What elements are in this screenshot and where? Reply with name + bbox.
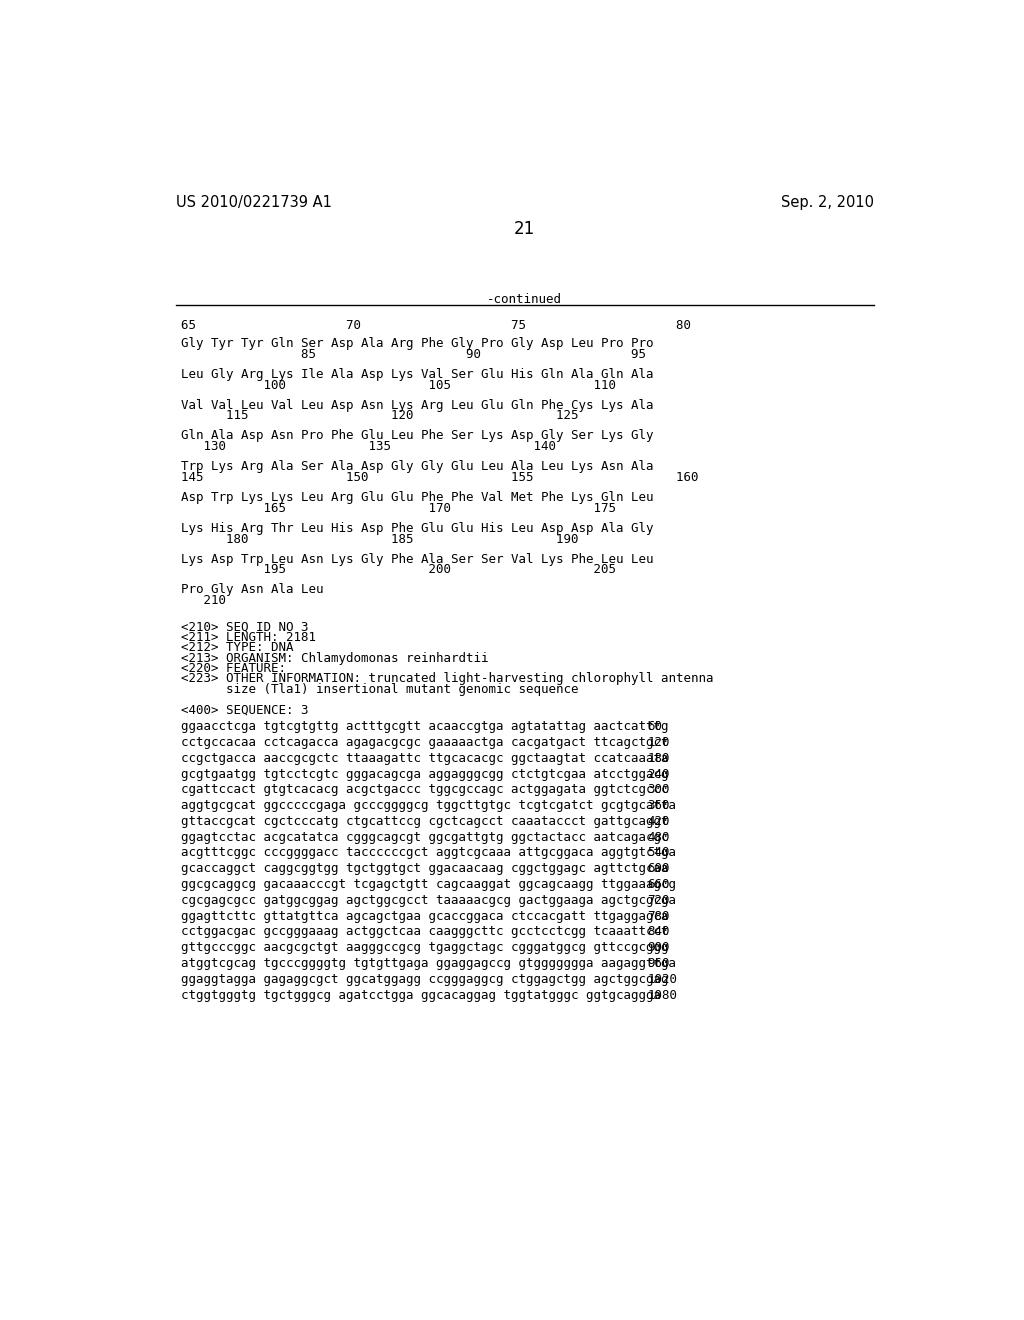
Text: 180                   185                   190: 180 185 190 (180, 533, 579, 545)
Text: 600: 600 (647, 862, 670, 875)
Text: ggcgcaggcg gacaaacccgt tcgagctgtt cagcaaggat ggcagcaagg ttggaaagcg: ggcgcaggcg gacaaacccgt tcgagctgtt cagcaa… (180, 878, 676, 891)
Text: cgcgagcgcc gatggcggag agctggcgcct taaaaacgcg gactggaaga agctgcgcga: cgcgagcgcc gatggcggag agctggcgcct taaaaa… (180, 894, 676, 907)
Text: 85                    90                    95: 85 90 95 (180, 348, 646, 360)
Text: gcgtgaatgg tgtcctcgtc gggacagcga aggagggcgg ctctgtcgaa atcctggacg: gcgtgaatgg tgtcctcgtc gggacagcga aggaggg… (180, 767, 669, 780)
Text: Gln Ala Asp Asn Pro Phe Glu Leu Phe Ser Lys Asp Gly Ser Lys Gly: Gln Ala Asp Asn Pro Phe Glu Leu Phe Ser … (180, 429, 653, 442)
Text: 180: 180 (647, 752, 670, 764)
Text: 540: 540 (647, 846, 670, 859)
Text: 100                   105                   110: 100 105 110 (180, 379, 615, 392)
Text: cctggacgac gccgggaaag actggctcaa caagggcttc gcctcctcgg tcaaattcct: cctggacgac gccgggaaag actggctcaa caagggc… (180, 925, 669, 939)
Text: 195                   200                   205: 195 200 205 (180, 564, 615, 577)
Text: Sep. 2, 2010: Sep. 2, 2010 (780, 195, 873, 210)
Text: Lys Asp Trp Leu Asn Lys Gly Phe Ala Ser Ser Val Lys Phe Leu Leu: Lys Asp Trp Leu Asn Lys Gly Phe Ala Ser … (180, 553, 653, 566)
Text: ggagttcttc gttatgttca agcagctgaa gcaccggaca ctccacgatt ttgaggagca: ggagttcttc gttatgttca agcagctgaa gcaccgg… (180, 909, 669, 923)
Text: 360: 360 (647, 799, 670, 812)
Text: <213> ORGANISM: Chlamydomonas reinhardtii: <213> ORGANISM: Chlamydomonas reinhardti… (180, 652, 488, 664)
Text: 115                   120                   125: 115 120 125 (180, 409, 579, 422)
Text: atggtcgcag tgcccggggtg tgtgttgaga ggaggagccg gtggggggga aagaggttga: atggtcgcag tgcccggggtg tgtgttgaga ggagga… (180, 957, 676, 970)
Text: 60: 60 (647, 721, 663, 733)
Text: Trp Lys Arg Ala Ser Ala Asp Gly Gly Glu Leu Ala Leu Lys Asn Ala: Trp Lys Arg Ala Ser Ala Asp Gly Gly Glu … (180, 461, 653, 474)
Text: 960: 960 (647, 957, 670, 970)
Text: ggaggtagga gagaggcgct ggcatggagg ccgggaggcg ctggagctgg agctggcgag: ggaggtagga gagaggcgct ggcatggagg ccgggag… (180, 973, 669, 986)
Text: -continued: -continued (487, 293, 562, 306)
Text: 240: 240 (647, 767, 670, 780)
Text: 780: 780 (647, 909, 670, 923)
Text: 480: 480 (647, 830, 670, 843)
Text: Leu Gly Arg Lys Ile Ala Asp Lys Val Ser Glu His Gln Ala Gln Ala: Leu Gly Arg Lys Ile Ala Asp Lys Val Ser … (180, 368, 653, 381)
Text: Pro Gly Asn Ala Leu: Pro Gly Asn Ala Leu (180, 583, 324, 597)
Text: 145                   150                   155                   160: 145 150 155 160 (180, 471, 698, 484)
Text: 420: 420 (647, 814, 670, 828)
Text: Lys His Arg Thr Leu His Asp Phe Glu Glu His Leu Asp Asp Ala Gly: Lys His Arg Thr Leu His Asp Phe Glu Glu … (180, 521, 653, 535)
Text: Asp Trp Lys Lys Leu Arg Glu Glu Phe Phe Val Met Phe Lys Gln Leu: Asp Trp Lys Lys Leu Arg Glu Glu Phe Phe … (180, 491, 653, 504)
Text: ctggtgggtg tgctgggcg agatcctgga ggcacaggag tggtatgggc ggtgcaggga: ctggtgggtg tgctgggcg agatcctgga ggcacagg… (180, 989, 660, 1002)
Text: gttgcccggc aacgcgctgt aagggccgcg tgaggctagc cgggatggcg gttccgcggg: gttgcccggc aacgcgctgt aagggccgcg tgaggct… (180, 941, 669, 954)
Text: <220> FEATURE:: <220> FEATURE: (180, 663, 286, 675)
Text: ccgctgacca aaccgcgctc ttaaagattc ttgcacacgc ggctaagtat ccatcaaata: ccgctgacca aaccgcgctc ttaaagattc ttgcaca… (180, 752, 669, 764)
Text: Val Val Leu Val Leu Asp Asn Lys Arg Leu Glu Gln Phe Cys Lys Ala: Val Val Leu Val Leu Asp Asn Lys Arg Leu … (180, 399, 653, 412)
Text: 300: 300 (647, 783, 670, 796)
Text: ggagtcctac acgcatatca cgggcagcgt ggcgattgtg ggctactacc aatcagacgc: ggagtcctac acgcatatca cgggcagcgt ggcgatt… (180, 830, 669, 843)
Text: gttaccgcat cgctcccatg ctgcattccg cgctcagcct caaataccct gattgcaggt: gttaccgcat cgctcccatg ctgcattccg cgctcag… (180, 814, 669, 828)
Text: 900: 900 (647, 941, 670, 954)
Text: cctgccacaa cctcagacca agagacgcgc gaaaaactga cacgatgact ttcagctgct: cctgccacaa cctcagacca agagacgcgc gaaaaac… (180, 737, 669, 748)
Text: <211> LENGTH: 2181: <211> LENGTH: 2181 (180, 631, 315, 644)
Text: 720: 720 (647, 894, 670, 907)
Text: 840: 840 (647, 925, 670, 939)
Text: 21: 21 (514, 220, 536, 238)
Text: 1020: 1020 (647, 973, 677, 986)
Text: gcaccaggct caggcggtgg tgctggtgct ggacaacaag cggctggagc agttctgcaa: gcaccaggct caggcggtgg tgctggtgct ggacaac… (180, 862, 669, 875)
Text: 660: 660 (647, 878, 670, 891)
Text: Gly Tyr Tyr Gln Ser Asp Ala Arg Phe Gly Pro Gly Asp Leu Pro Pro: Gly Tyr Tyr Gln Ser Asp Ala Arg Phe Gly … (180, 337, 653, 350)
Text: 1080: 1080 (647, 989, 677, 1002)
Text: cgattccact gtgtcacacg acgctgaccc tggcgccagc actggagata ggtctcgccc: cgattccact gtgtcacacg acgctgaccc tggcgcc… (180, 783, 669, 796)
Text: <212> TYPE: DNA: <212> TYPE: DNA (180, 642, 293, 655)
Text: 210: 210 (180, 594, 225, 607)
Text: US 2010/0221739 A1: US 2010/0221739 A1 (176, 195, 332, 210)
Text: <223> OTHER INFORMATION: truncated light-harvesting chlorophyll antenna: <223> OTHER INFORMATION: truncated light… (180, 672, 713, 685)
Text: 120: 120 (647, 737, 670, 748)
Text: 165                   170                   175: 165 170 175 (180, 502, 615, 515)
Text: 130                   135                   140: 130 135 140 (180, 441, 556, 453)
Text: <210> SEQ ID NO 3: <210> SEQ ID NO 3 (180, 620, 308, 634)
Text: size (Tla1) insertional mutant genomic sequence: size (Tla1) insertional mutant genomic s… (180, 682, 579, 696)
Text: 65                    70                    75                    80: 65 70 75 80 (180, 318, 691, 331)
Text: aggtgcgcat ggcccccgaga gcccggggcg tggcttgtgc tcgtcgatct gcgtgcatta: aggtgcgcat ggcccccgaga gcccggggcg tggctt… (180, 799, 676, 812)
Text: <400> SEQUENCE: 3: <400> SEQUENCE: 3 (180, 704, 308, 717)
Text: acgtttcggc cccggggacc taccccccgct aggtcgcaaa attgcggaca aggtgtctga: acgtttcggc cccggggacc taccccccgct aggtcg… (180, 846, 676, 859)
Text: ggaacctcga tgtcgtgttg actttgcgtt acaaccgtga agtatattag aactcatttg: ggaacctcga tgtcgtgttg actttgcgtt acaaccg… (180, 721, 669, 733)
